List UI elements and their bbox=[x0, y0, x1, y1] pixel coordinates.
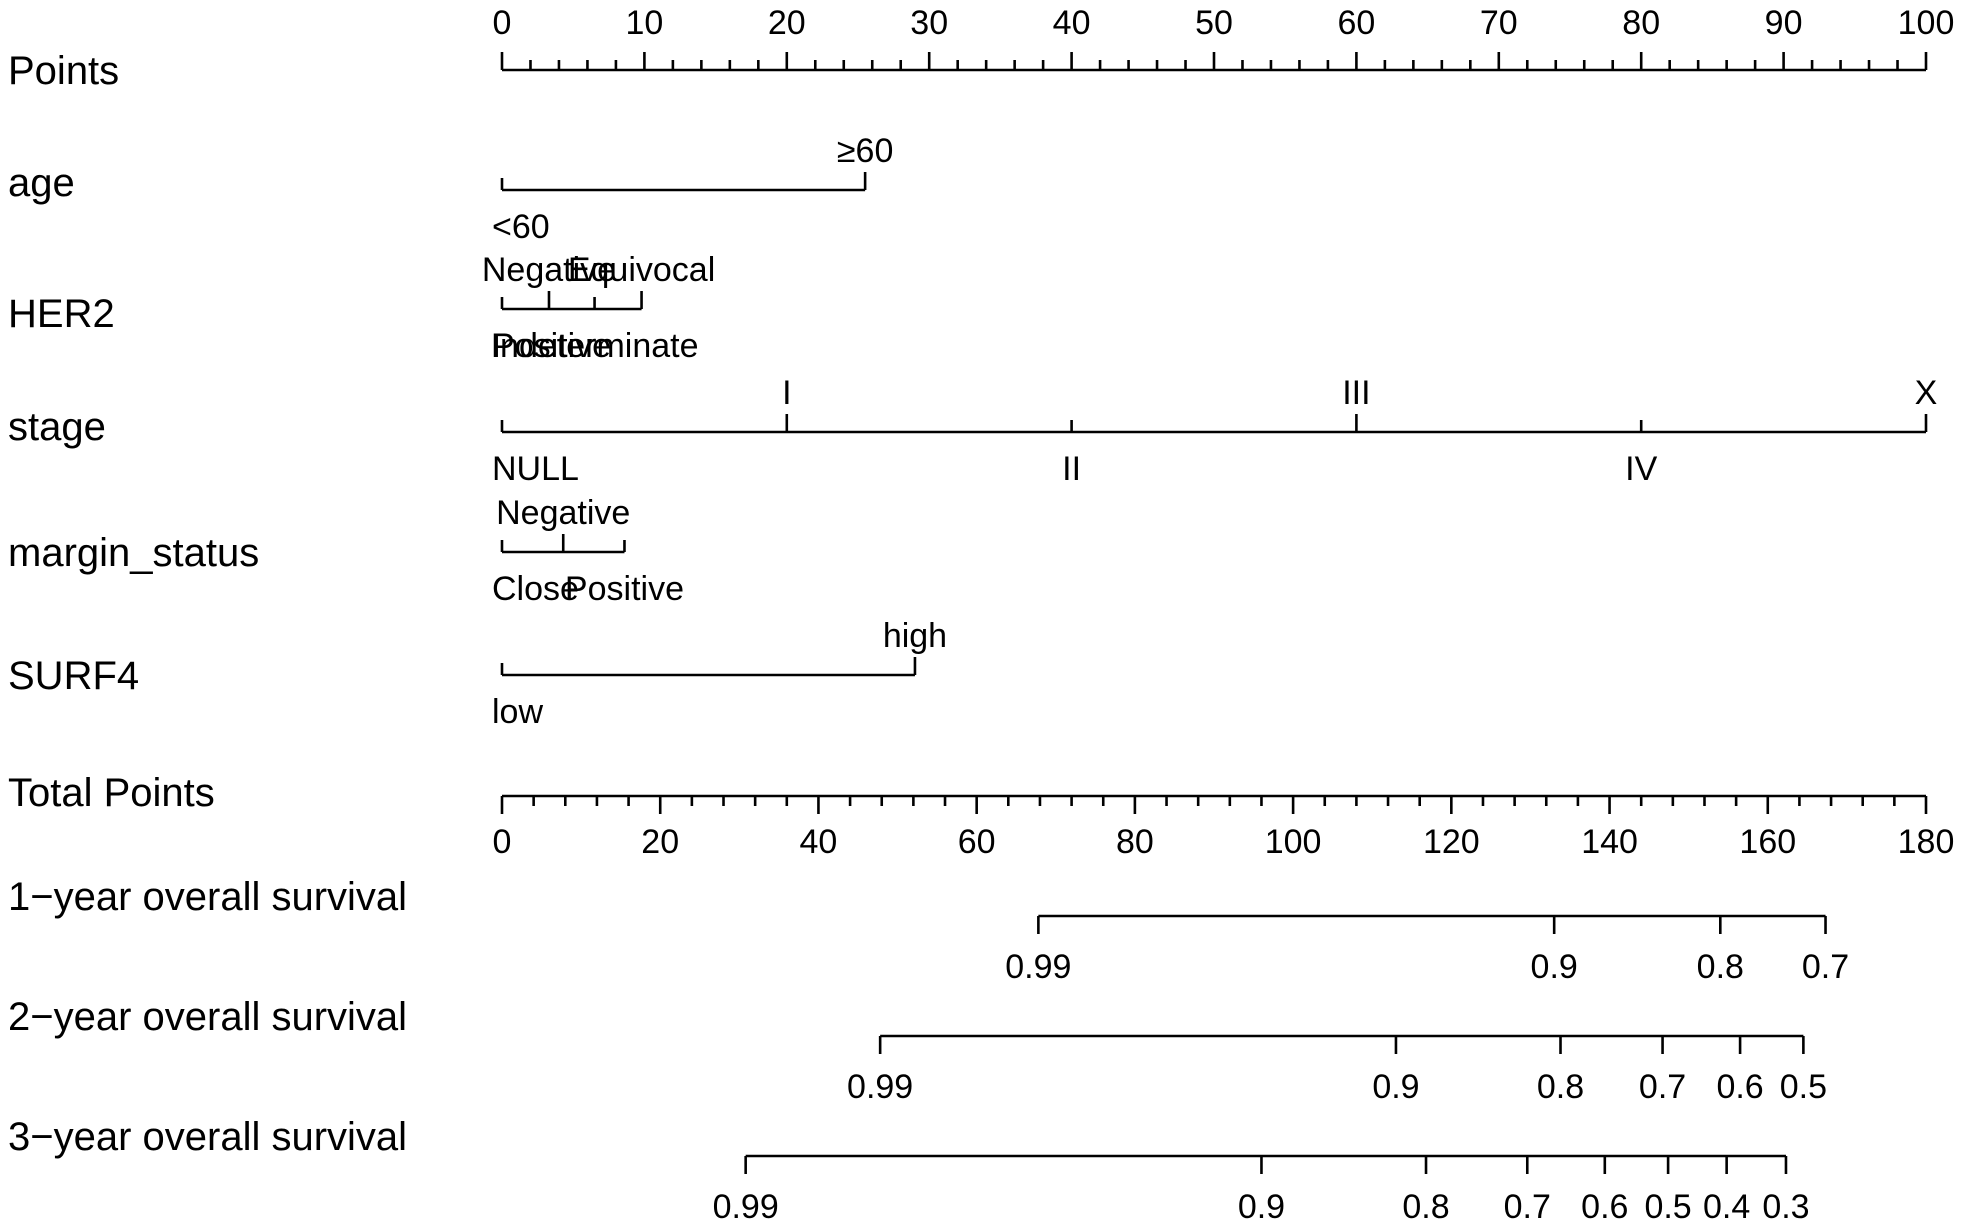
survival-tick-label: 0.3 bbox=[1762, 1188, 1809, 1225]
level-label: I bbox=[782, 374, 791, 412]
total-points-tick-label: 20 bbox=[641, 823, 679, 861]
points-axis-tick-label: 20 bbox=[768, 4, 806, 42]
total-points-tick-label: 80 bbox=[1116, 823, 1154, 861]
variable-row-age: age <60 ≥60 bbox=[8, 132, 893, 246]
level-label: Indeterminate bbox=[491, 327, 699, 365]
survival-tick-label: 0.5 bbox=[1780, 1068, 1827, 1106]
level-label: II bbox=[1062, 450, 1081, 488]
variable-row-SURF4: SURF4 low high bbox=[8, 617, 947, 731]
total-points-tick-label: 60 bbox=[958, 823, 996, 861]
survival-tick-label: 0.9 bbox=[1372, 1068, 1419, 1106]
level-label: ≥60 bbox=[837, 132, 893, 170]
points-axis-tick-label: 70 bbox=[1480, 4, 1518, 42]
variable-label: stage bbox=[8, 405, 106, 449]
survival-tick-label: 0.9 bbox=[1531, 948, 1578, 986]
survival-tick-label: 0.8 bbox=[1537, 1068, 1584, 1106]
survival-tick-label: 0.6 bbox=[1581, 1188, 1628, 1225]
total-points-tick-label: 40 bbox=[800, 823, 838, 861]
survival-row-2: 2−year overall survival 0.99 0.9 0.8 0.7 0.6 0… bbox=[8, 995, 1827, 1106]
survival-row-1: 1−year overall survival 0.99 0.9 0.8 0.7 bbox=[8, 875, 1849, 986]
total-points-tick-label: 160 bbox=[1739, 823, 1796, 861]
points-axis-tick-label: 50 bbox=[1195, 4, 1233, 42]
survival-label: 2−year overall survival bbox=[8, 995, 407, 1039]
total-points-tick-label: 120 bbox=[1423, 823, 1480, 861]
total-points-tick-label: 180 bbox=[1898, 823, 1955, 861]
level-label: Positive bbox=[565, 570, 684, 608]
total-points-tick-label: 0 bbox=[493, 823, 512, 861]
level-label: high bbox=[883, 617, 947, 655]
variable-row-margin-status: margin_status Close Negative Positive bbox=[8, 494, 684, 608]
points-axis-tick-label: 100 bbox=[1898, 4, 1955, 42]
survival-label: 1−year overall survival bbox=[8, 875, 407, 919]
survival-tick-label: 0.7 bbox=[1504, 1188, 1551, 1225]
survival-tick-label: 0.6 bbox=[1716, 1068, 1763, 1106]
points-axis-tick-label: 10 bbox=[625, 4, 663, 42]
survival-tick-label: 0.8 bbox=[1402, 1188, 1449, 1225]
survival-tick-label: 0.8 bbox=[1697, 948, 1744, 986]
points-axis-tick-label: 30 bbox=[910, 4, 948, 42]
level-label: III bbox=[1342, 374, 1370, 412]
level-label: low bbox=[492, 693, 543, 731]
level-label: Negative bbox=[496, 494, 630, 532]
points-axis-label: Points bbox=[8, 49, 119, 93]
level-label: Positive bbox=[492, 327, 611, 365]
level-label: NULL bbox=[492, 450, 579, 488]
variable-row-HER2: HER2 Positive Negative Indeterminate Equivoc… bbox=[8, 251, 715, 365]
total-points-axis: Total Points 0 20 40 60 80 100 120 140 160 180 bbox=[8, 771, 1954, 861]
level-label: Close bbox=[492, 570, 579, 608]
variable-label: margin_status bbox=[8, 531, 259, 575]
variable-label: HER2 bbox=[8, 292, 115, 336]
survival-tick-label: 0.99 bbox=[1005, 948, 1071, 986]
survival-tick-label: 0.99 bbox=[713, 1188, 779, 1225]
points-axis-tick-label: 60 bbox=[1337, 4, 1375, 42]
level-label: Negative bbox=[482, 251, 616, 289]
survival-tick-label: 0.5 bbox=[1644, 1188, 1691, 1225]
level-label: X bbox=[1915, 374, 1938, 412]
variable-label: age bbox=[8, 161, 75, 205]
survival-tick-label: 0.9 bbox=[1238, 1188, 1285, 1225]
level-label: <60 bbox=[492, 208, 550, 246]
survival-label: 3−year overall survival bbox=[8, 1115, 407, 1159]
survival-row-3: 3−year overall survival 0.99 0.9 0.8 0.7 0.6 0… bbox=[8, 1115, 1810, 1225]
survival-tick-label: 0.7 bbox=[1639, 1068, 1686, 1106]
points-axis-tick-label: 40 bbox=[1053, 4, 1091, 42]
total-points-axis-label: Total Points bbox=[8, 771, 215, 815]
variable-label: SURF4 bbox=[8, 654, 139, 698]
variable-rows: age <60 ≥60 HER2 Positive Negative Indetermina… bbox=[8, 132, 1937, 731]
survival-tick-label: 0.4 bbox=[1703, 1188, 1750, 1225]
survival-tick-label: 0.99 bbox=[847, 1068, 913, 1106]
level-label: IV bbox=[1625, 450, 1657, 488]
points-axis: Points 0 10 20 30 40 50 60 70 80 90 100 bbox=[8, 4, 1954, 93]
total-points-tick-label: 140 bbox=[1581, 823, 1638, 861]
points-axis-tick-label: 80 bbox=[1622, 4, 1660, 42]
points-axis-tick-label: 90 bbox=[1765, 4, 1803, 42]
total-points-tick-label: 100 bbox=[1265, 823, 1322, 861]
points-axis-tick-label: 0 bbox=[493, 4, 512, 42]
level-label: Equivocal bbox=[568, 251, 715, 289]
survival-tick-label: 0.7 bbox=[1802, 948, 1849, 986]
